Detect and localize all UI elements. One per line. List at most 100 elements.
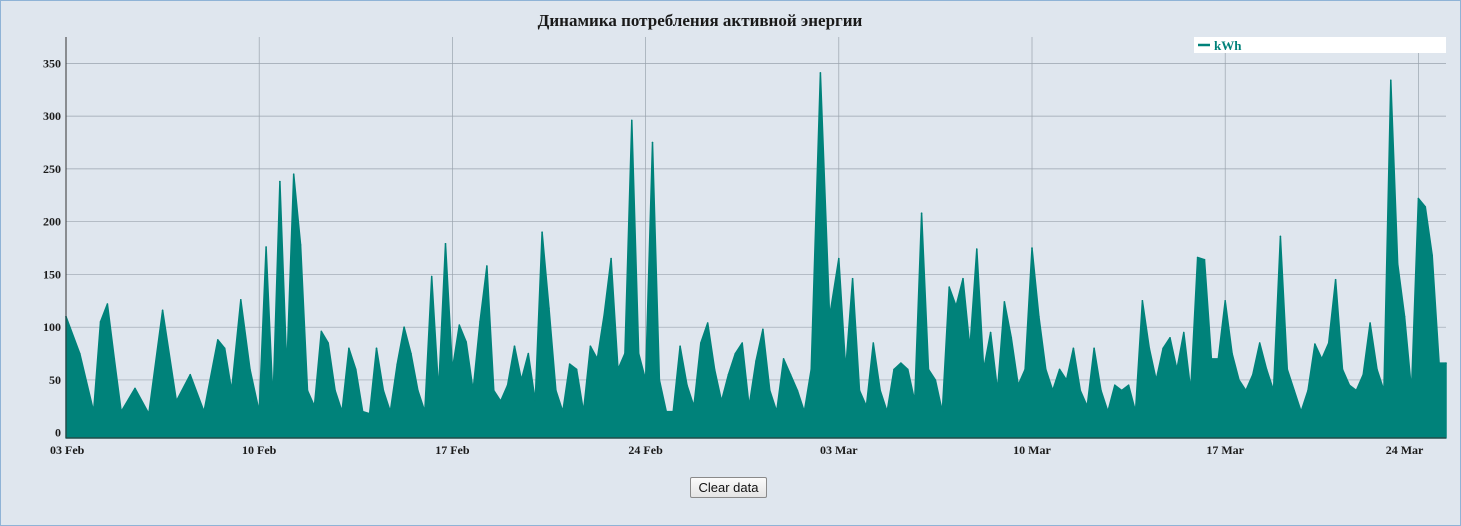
data-point [637,352,640,355]
x-tick-label: 03 Feb [50,443,85,457]
y-tick-label: 300 [43,109,61,123]
data-point [223,347,226,350]
data-point [375,347,378,350]
data-point [1307,389,1309,392]
data-point [389,410,392,413]
data-point [1155,379,1157,381]
data-point [789,373,792,376]
data-point [651,141,654,144]
data-point [1127,384,1130,387]
data-point [106,303,109,305]
data-point [430,275,433,278]
data-point [1348,384,1351,387]
data-point [1390,79,1392,82]
data-point [803,410,806,413]
data-point [1362,373,1364,376]
data-point [1424,206,1427,208]
data-point [1300,410,1302,413]
data-point [334,389,336,392]
data-point [265,246,267,248]
data-point [113,358,116,360]
data-point [240,299,242,301]
data-point [1024,368,1026,371]
data-point [410,352,412,355]
data-point [1217,358,1220,360]
axes: 0 50 100 150 200 250 300 350 03 Feb 10 Feb 17 Feb 2… [43,37,1446,457]
data-point [886,410,888,413]
data-point [1017,384,1019,387]
x-tick-label: 03 Mar [820,443,858,457]
data-point [755,360,757,362]
data-point [920,212,923,214]
data-point [617,368,619,371]
data-point [1031,247,1033,249]
data-point [1417,197,1420,200]
data-point [189,373,191,376]
data-point [1224,300,1226,302]
data-point [762,328,764,331]
data-point [575,368,578,371]
data-point [1196,256,1199,259]
data-point [486,265,488,267]
data-point [1286,368,1289,371]
data-point [348,347,350,350]
data-point [1321,358,1323,360]
data-point [851,277,854,280]
data-point [444,243,447,245]
data-point [941,410,944,413]
data-point [1051,389,1054,392]
data-point [1183,331,1185,334]
data-point [976,248,978,250]
data-point [1120,389,1123,392]
data-point [948,286,950,288]
data-point [1314,343,1316,345]
data-point [1148,347,1151,350]
legend[interactable]: kWh [1194,37,1446,53]
data-point [872,342,875,344]
data-point [1445,362,1447,364]
data-point [1162,347,1164,350]
data-point [713,368,716,371]
data-point [493,389,495,392]
clear-data-button[interactable]: Clear data [690,477,767,498]
data-point [879,389,881,392]
data-point [1141,300,1144,302]
data-point [700,342,702,344]
data-point [382,389,385,392]
data-point [1403,315,1406,318]
data-point [1058,368,1061,371]
x-tick-label: 10 Mar [1013,443,1051,457]
data-point [506,384,509,387]
data-point [148,412,150,415]
y-tick-label: 250 [43,162,61,176]
y-tick-label: 200 [43,215,61,229]
data-point [272,400,274,402]
legend-series-label[interactable]: kWh [1214,38,1242,53]
data-point [1272,389,1275,392]
series-area-kwh [65,72,1447,439]
data-point [1107,410,1109,413]
data-point [893,368,895,371]
data-point [1100,389,1102,392]
data-point [1093,347,1095,350]
x-tick-label: 10 Feb [242,443,277,457]
data-point [217,339,219,341]
data-point [534,400,536,402]
data-point [610,257,612,260]
data-point [472,389,474,392]
data-point [706,322,709,324]
data-point [1383,389,1385,392]
data-point [1189,389,1192,392]
data-point [1176,368,1178,371]
data-point [1203,258,1206,261]
data-point [913,400,916,402]
data-point [120,410,122,413]
data-point [644,379,647,381]
data-point [748,405,750,408]
data-point [1010,337,1013,339]
data-point [1045,368,1047,371]
data-point [672,410,674,413]
data-point [631,119,633,122]
x-tick-label: 17 Mar [1206,443,1244,457]
